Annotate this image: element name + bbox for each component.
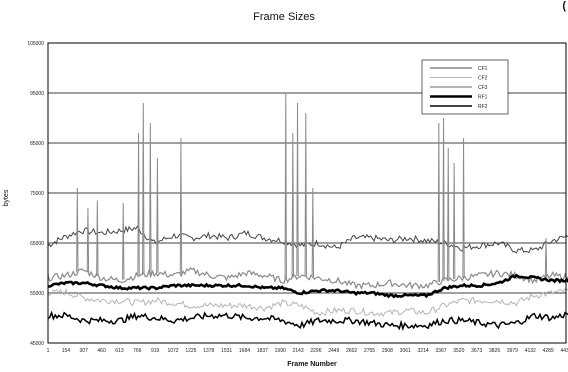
- x-tick-labels: 1 154 307 460 613 766 919 1072 1225 1378 1531 1684 1…: [47, 348, 568, 354]
- spike-peak: [122, 202, 125, 280]
- spike-peak: [452, 162, 456, 280]
- y-axis-label: bytes: [3, 189, 10, 206]
- x-tick-label: 1225: [185, 348, 196, 354]
- x-tick-label: 1: [47, 348, 50, 354]
- x-tick-label: 4289: [543, 348, 554, 354]
- y-tick-label: 85000: [30, 141, 44, 147]
- x-tick-label: 2908: [382, 348, 393, 354]
- x-tick-label: 1684: [239, 348, 250, 354]
- x-tick-label: 4436: [560, 348, 568, 354]
- x-tick-label: 1531: [221, 348, 232, 354]
- y-tick-label: 105000: [27, 41, 44, 47]
- series-line-cf1: [47, 225, 568, 254]
- x-tick-label: 3673: [471, 348, 482, 354]
- spike-peak: [142, 102, 145, 275]
- x-tick-label: 1072: [167, 348, 178, 354]
- legend-label: CF2: [478, 76, 488, 82]
- spike-peak: [156, 157, 159, 274]
- legend-label: CF1: [478, 66, 488, 72]
- x-tick-label: 1378: [203, 348, 214, 354]
- spike-peak: [296, 102, 299, 277]
- legend: CF1 CF2 CF3 RF1 RF2: [421, 59, 509, 115]
- series-line-cf3: [47, 267, 568, 291]
- y-tick-label: 55000: [30, 291, 44, 297]
- spike-peak: [179, 137, 183, 274]
- x-tick-label: 3367: [435, 348, 446, 354]
- spike-peak: [96, 200, 99, 277]
- spike-peak: [86, 207, 90, 273]
- y-tick-label: 75000: [30, 191, 44, 197]
- spike-peak: [76, 187, 79, 273]
- spike-peak: [311, 187, 315, 278]
- legend-label: CF3: [478, 85, 488, 91]
- x-tick-label: 4132: [525, 348, 536, 354]
- x-tick-label: 3826: [489, 348, 500, 354]
- y-tick-label: 95000: [30, 91, 44, 97]
- legend-label: RF2: [478, 104, 488, 110]
- y-tick-label: 65000: [30, 241, 44, 247]
- x-tick-label: 3061: [400, 348, 411, 354]
- chart-title: Frame Sizes: [253, 11, 315, 23]
- spike-peak: [442, 117, 445, 281]
- x-tick-label: 919: [151, 348, 160, 354]
- x-axis-label: Frame Number: [287, 361, 337, 368]
- x-tick-label: 2143: [293, 348, 304, 354]
- series-line-cf2: [47, 288, 568, 318]
- spike-peak: [462, 137, 465, 278]
- plot-area: [47, 42, 567, 344]
- corner-mark: (: [562, 0, 566, 12]
- spike-peak: [284, 92, 287, 280]
- legend-label: RF1: [478, 95, 488, 101]
- x-tick-label: 2449: [328, 348, 339, 354]
- spike-peak: [304, 112, 307, 277]
- spike-peak: [137, 132, 140, 276]
- x-tick-label: 3520: [453, 348, 464, 354]
- x-tick-label: 2755: [364, 348, 375, 354]
- spike-peak: [149, 122, 152, 274]
- x-tick-label: 1990: [275, 348, 286, 354]
- series-line-rf2: [47, 310, 568, 332]
- x-tick-label: 154: [62, 348, 71, 354]
- x-tick-label: 3214: [418, 348, 429, 354]
- x-tick-label: 2296: [310, 348, 321, 354]
- x-tick-label: 307: [80, 348, 89, 354]
- x-tick-label: 2602: [346, 348, 357, 354]
- spike-peak: [291, 132, 295, 278]
- x-tick-label: 613: [115, 348, 124, 354]
- series-lines: [47, 92, 568, 332]
- x-tick-label: 460: [97, 348, 106, 354]
- y-tick-label: 45000: [30, 341, 44, 347]
- series-line-rf1: [48, 273, 568, 299]
- x-tick-label: 1837: [257, 348, 268, 354]
- y-tick-labels: 45000 55000 65000 75000 85000 95000 105000: [27, 41, 44, 347]
- spike-peak: [544, 237, 548, 278]
- spike-peak: [447, 147, 450, 280]
- x-tick-label: 766: [133, 348, 142, 354]
- x-tick-label: 3979: [507, 348, 518, 354]
- spike-peak: [437, 122, 441, 283]
